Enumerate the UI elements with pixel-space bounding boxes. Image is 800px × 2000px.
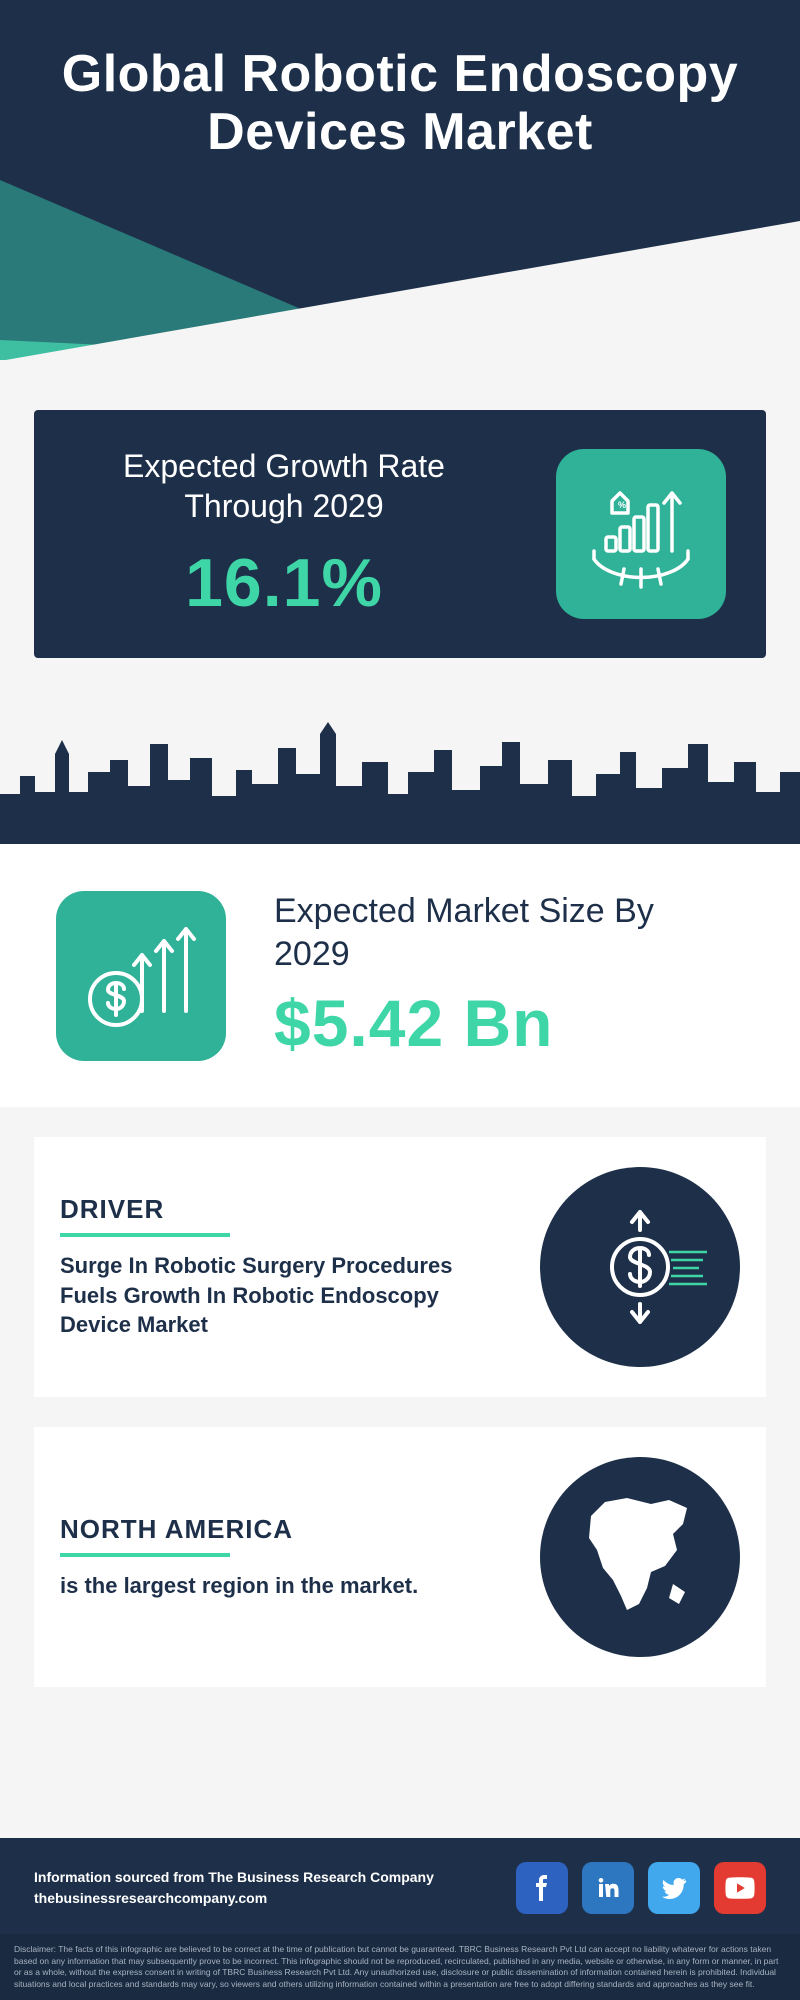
page-title: Global Robotic Endoscopy Devices Market — [0, 0, 800, 161]
driver-icon-circle — [540, 1167, 740, 1367]
twitter-icon — [660, 1874, 688, 1902]
growth-rate-value: 16.1% — [74, 544, 494, 622]
footer-disclaimer: Disclaimer: The facts of this infographi… — [0, 1934, 800, 2000]
region-heading: NORTH AMERICA — [60, 1514, 510, 1545]
footer-source-line2: thebusinessresearchcompany.com — [34, 1888, 434, 1909]
youtube-icon — [725, 1877, 755, 1899]
linkedin-button[interactable] — [582, 1862, 634, 1914]
growth-rate-panel: Expected Growth Rate Through 2029 16.1% … — [34, 410, 766, 658]
youtube-button[interactable] — [714, 1862, 766, 1914]
region-card: NORTH AMERICA is the largest region in t… — [34, 1427, 766, 1687]
region-text: NORTH AMERICA is the largest region in t… — [60, 1514, 510, 1601]
footer-source: Information sourced from The Business Re… — [34, 1867, 434, 1909]
driver-text: DRIVER Surge In Robotic Surgery Procedur… — [60, 1194, 510, 1340]
svg-text:%: % — [618, 500, 626, 510]
market-size-panel: Expected Market Size By 2029 $5.42 Bn — [0, 844, 800, 1107]
globe-chart-up-icon: % — [576, 469, 706, 599]
dollar-arrows-up-icon — [76, 911, 206, 1041]
growth-rate-text: Expected Growth Rate Through 2029 16.1% — [74, 446, 494, 622]
skyline-divider — [0, 684, 800, 844]
growth-rate-label: Expected Growth Rate Through 2029 — [74, 446, 494, 526]
driver-underline — [60, 1233, 230, 1237]
growth-rate-icon-tile: % — [556, 449, 726, 619]
footer-main: Information sourced from The Business Re… — [0, 1838, 800, 1934]
dollar-cycle-icon — [565, 1192, 715, 1342]
driver-card: DRIVER Surge In Robotic Surgery Procedur… — [34, 1137, 766, 1397]
north-america-globe-icon — [555, 1472, 725, 1642]
hero-triangle-white — [0, 221, 800, 360]
market-size-label: Expected Market Size By 2029 — [274, 890, 694, 975]
facebook-button[interactable] — [516, 1862, 568, 1914]
footer: Information sourced from The Business Re… — [0, 1838, 800, 2000]
market-size-text: Expected Market Size By 2029 $5.42 Bn — [274, 890, 694, 1061]
driver-body: Surge In Robotic Surgery Procedures Fuel… — [60, 1251, 510, 1340]
footer-source-line1: Information sourced from The Business Re… — [34, 1867, 434, 1888]
linkedin-icon — [595, 1875, 621, 1901]
market-size-icon-tile — [56, 891, 226, 1061]
driver-heading: DRIVER — [60, 1194, 510, 1225]
hero-section: Global Robotic Endoscopy Devices Market — [0, 0, 800, 360]
market-size-value: $5.42 Bn — [274, 985, 694, 1061]
region-body: is the largest region in the market. — [60, 1571, 510, 1601]
region-icon-circle — [540, 1457, 740, 1657]
facebook-icon — [529, 1875, 555, 1901]
twitter-button[interactable] — [648, 1862, 700, 1914]
social-row — [516, 1862, 766, 1914]
skyline-icon — [0, 714, 800, 844]
region-underline — [60, 1553, 230, 1557]
infographic-canvas: Global Robotic Endoscopy Devices Market … — [0, 0, 800, 2000]
